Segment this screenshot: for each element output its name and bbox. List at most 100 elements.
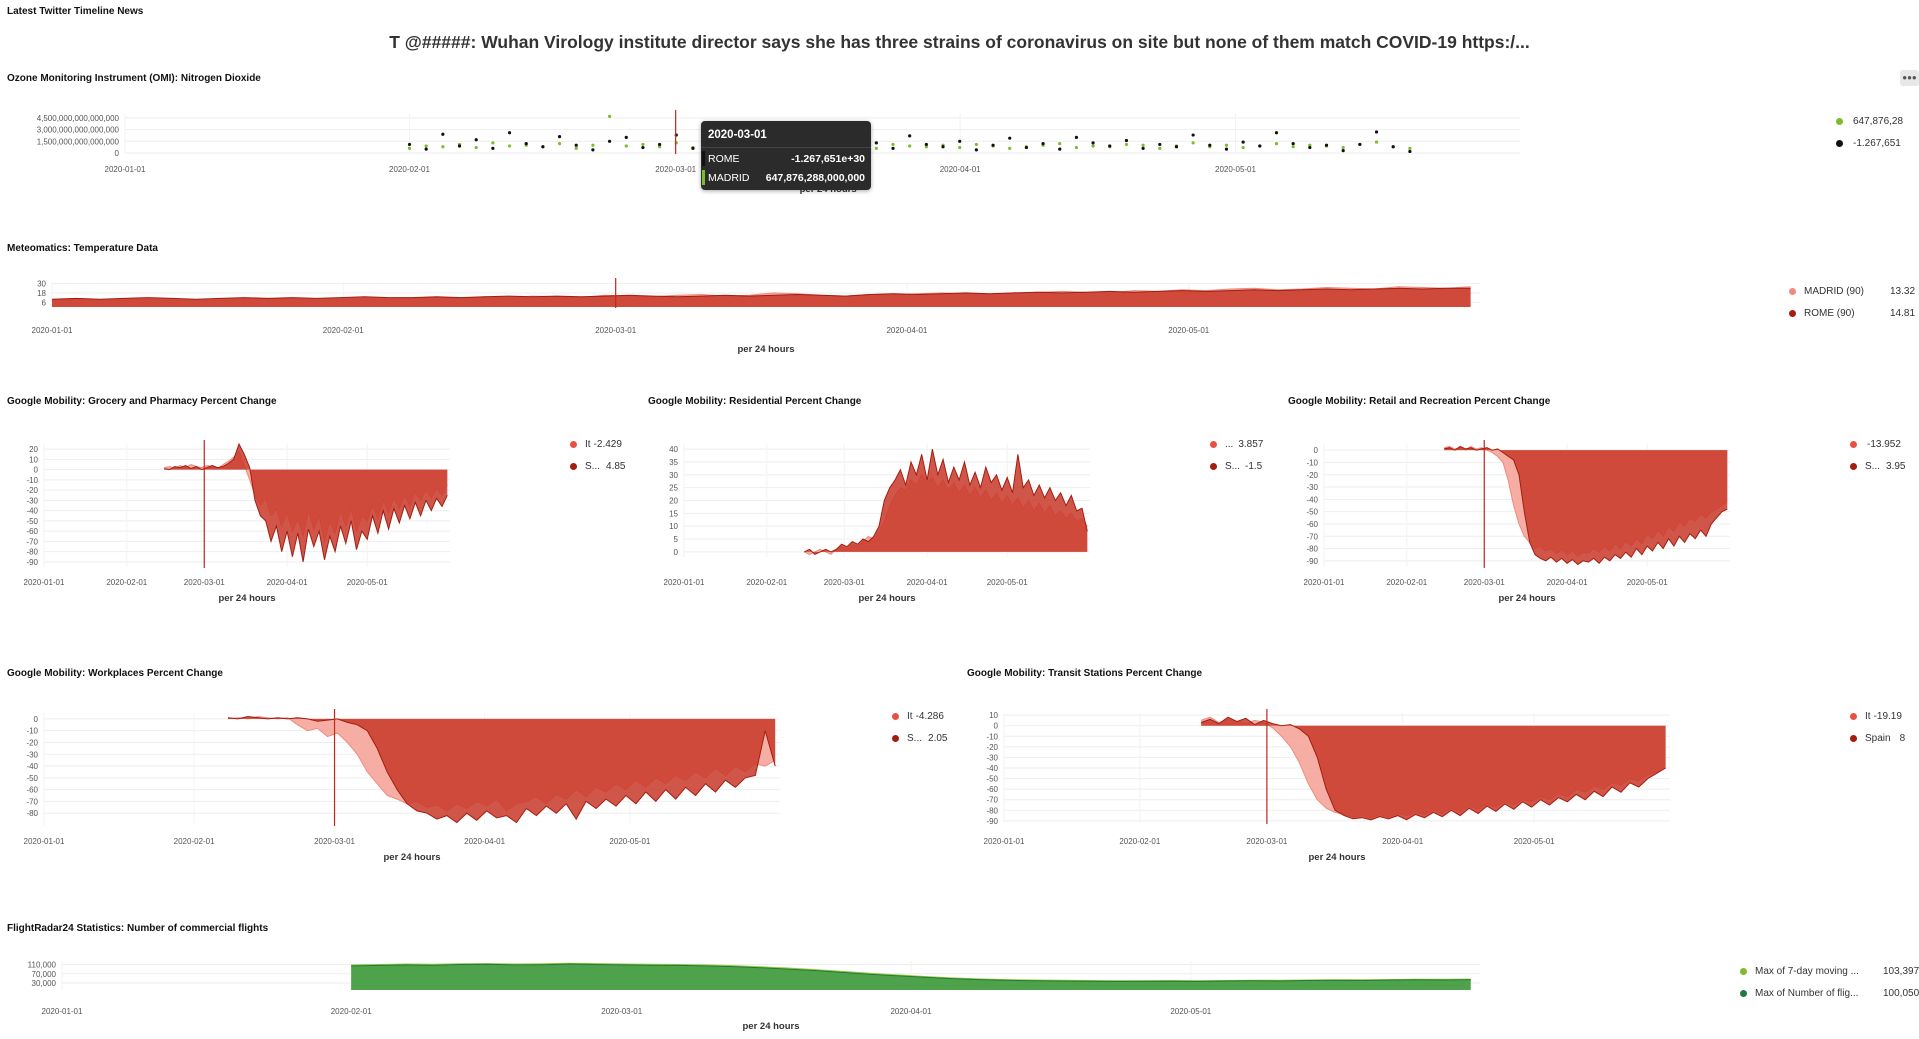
data-point	[1191, 133, 1195, 137]
y-tick-label: 0	[34, 715, 39, 724]
x-tick-label: 2020-04-01	[940, 165, 981, 174]
series-area	[1201, 717, 1666, 820]
x-tick-label: 2020-01-01	[664, 578, 705, 587]
y-tick-label: 70,000	[32, 970, 57, 979]
x-axis-label: per 24 hours	[742, 1021, 799, 1032]
legend-item[interactable]: S... -1.5	[1210, 455, 1263, 477]
data-point	[1241, 145, 1245, 150]
y-tick-label: -50	[26, 774, 38, 783]
data-point	[874, 146, 878, 150]
x-tick-label: 2020-03-01	[824, 578, 865, 587]
y-tick-label: -70	[26, 537, 38, 546]
legend-value: 103,397	[1883, 965, 1919, 977]
transit-chart[interactable]: 10 0-10 -20-30 -40 -50-60 -70-80 -90 2020-01-01…	[960, 705, 1680, 865]
legend-item[interactable]: ... 3.857	[1210, 433, 1263, 455]
legend-dot-icon	[1850, 440, 1857, 448]
legend-value: 2.05	[928, 732, 948, 744]
data-point	[1158, 146, 1162, 150]
more-options-button[interactable]: ●●●	[1900, 70, 1919, 86]
x-axis-label: per 24 hours	[737, 344, 794, 355]
legend-item[interactable]: S... 2.05	[892, 727, 947, 749]
y-tick-label: 30	[37, 280, 46, 289]
x-tick-label: 2020-02-01	[106, 578, 147, 587]
legend-item[interactable]: It -4.286	[892, 705, 947, 727]
data-point	[1074, 135, 1079, 139]
series-line	[1201, 716, 1666, 821]
residential-chart[interactable]: 40 35 30 25 20 15 10 5 0 2020-01-01 2020-02-01 2020…	[640, 430, 1100, 610]
data-point	[1358, 142, 1362, 147]
legend-value: 13.32	[1890, 285, 1916, 297]
data-point	[1058, 142, 1062, 146]
x-tick-label: 2020-03-01	[1246, 837, 1287, 846]
legend-item[interactable]: Spain 8	[1850, 727, 1905, 749]
y-tick-label: -60	[986, 785, 998, 794]
data-point	[1241, 140, 1245, 144]
data-point	[1208, 143, 1212, 147]
data-point	[1341, 149, 1345, 153]
legend-item[interactable]: S... 4.85	[570, 455, 625, 477]
legend-value: 100,050	[1883, 987, 1919, 999]
legend-item[interactable]: MADRID (90) 13.32	[1789, 280, 1915, 302]
data-point	[591, 148, 595, 152]
legend-label: MADRID (90)	[1804, 285, 1865, 297]
y-tick-label: 30,000	[32, 979, 57, 988]
legend-item[interactable]: -1.267,651	[1836, 132, 1903, 154]
legend-item[interactable]: It -2.429	[570, 433, 625, 455]
data-point	[1374, 140, 1379, 144]
legend-item[interactable]: -13.952	[1850, 433, 1905, 455]
legend-item[interactable]: ROME (90) 14.81	[1789, 302, 1915, 324]
data-point	[958, 139, 962, 143]
x-tick-label: 2020-02-01	[1119, 837, 1160, 846]
retail-legend: -13.952 S... 3.95	[1850, 433, 1905, 477]
data-point	[924, 145, 928, 149]
y-tick-label: -30	[986, 753, 998, 762]
series-area	[164, 444, 448, 562]
y-tick-label: -80	[1306, 545, 1318, 554]
chart-tooltip: 2020-03-01 ROME -1.267,651e+30 MADRID 64…	[701, 121, 871, 190]
data-point	[1158, 142, 1162, 147]
legend-item[interactable]: Max of Number of flig... 100,050	[1740, 982, 1919, 1004]
y-tick-label: -60	[26, 527, 38, 536]
data-point	[874, 141, 878, 145]
legend-label: S...	[907, 732, 923, 744]
legend-item[interactable]: 647,876,28	[1836, 110, 1903, 132]
data-point	[1224, 143, 1229, 147]
retail-chart[interactable]: 0 -10 -20 -30 -40 -50 -60 -70 -80 -90 2020-01-01 20…	[1280, 430, 1740, 610]
data-point	[507, 144, 512, 148]
data-point	[974, 148, 978, 152]
x-tick-label: 2020-03-01	[1464, 578, 1505, 587]
data-point	[491, 141, 495, 145]
data-point	[1308, 145, 1312, 150]
temperature-title: Meteomatics: Temperature Data	[7, 243, 158, 254]
tweet-headline[interactable]: T @#####: Wuhan Virology institute direc…	[389, 32, 1530, 52]
legend-value: 4.85	[606, 460, 626, 472]
data-point	[1274, 131, 1279, 135]
workplaces-chart[interactable]: 0 -10 -20 -30 -40 -50 -60 -70 -80 2020-01-01 2020-…	[0, 705, 790, 865]
data-point	[1124, 138, 1129, 143]
y-tick-label: 0	[34, 466, 39, 475]
x-tick-label: 2020-01-01	[24, 837, 65, 846]
x-tick-label: 2020-05-01	[1215, 165, 1256, 174]
x-tick-label: 2020-01-01	[24, 578, 65, 587]
y-tick-label: 3,000,000,000,000,000	[37, 126, 120, 135]
y-tick-label: 0	[1314, 446, 1319, 455]
y-tick-label: -40	[986, 764, 998, 773]
data-point	[474, 145, 478, 150]
series-area	[228, 716, 776, 823]
legend-item[interactable]: Max of 7-day moving ... 103,397	[1740, 960, 1919, 982]
x-tick-label: 2020-02-01	[331, 1007, 372, 1016]
data-point	[1091, 141, 1095, 145]
legend-item[interactable]: It -19.19	[1850, 705, 1905, 727]
y-tick-label: 1,500,000,000,000,000	[37, 137, 120, 146]
legend-item[interactable]: S... 3.95	[1850, 455, 1905, 477]
tooltip-label: MADRID	[708, 171, 750, 184]
legend-value: -1.5	[1245, 460, 1263, 472]
legend-label: Max of Number of flig...	[1755, 987, 1859, 999]
y-tick-label: -10	[986, 732, 998, 741]
legend-value: -19.19	[1873, 710, 1902, 722]
retail-title: Google Mobility: Retail and Recreation P…	[1288, 396, 1551, 407]
data-point	[1141, 146, 1145, 150]
